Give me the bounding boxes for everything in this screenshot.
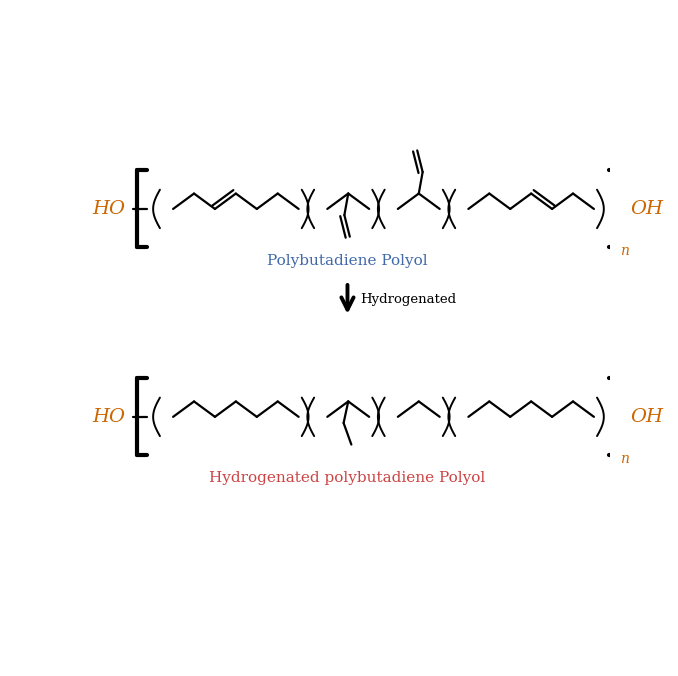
Text: Hydrogenated: Hydrogenated xyxy=(360,293,456,306)
Text: n: n xyxy=(620,452,629,466)
Text: OH: OH xyxy=(631,200,663,218)
Text: Hydrogenated polybutadiene Polyol: Hydrogenated polybutadiene Polyol xyxy=(210,471,485,485)
Text: n: n xyxy=(620,244,629,258)
Text: Polybutadiene Polyol: Polybutadiene Polyol xyxy=(267,254,428,268)
Text: OH: OH xyxy=(631,408,663,426)
Text: HO: HO xyxy=(92,408,125,426)
Text: HO: HO xyxy=(92,200,125,218)
